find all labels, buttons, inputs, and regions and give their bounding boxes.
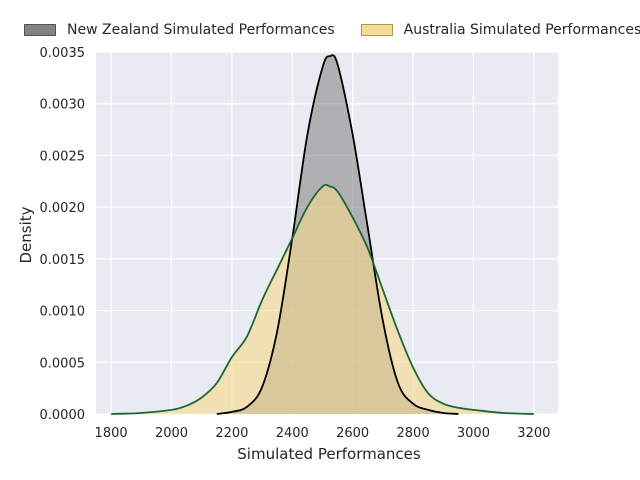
y-tick-label: 0.0000	[40, 408, 86, 423]
x-tick-label: 3000	[457, 426, 490, 441]
x-tick-label: 2400	[276, 426, 309, 441]
y-tick-label: 0.0005	[40, 356, 86, 371]
x-tick-label: 2000	[155, 426, 188, 441]
density-line-new-zealand	[216, 54, 459, 415]
density-line-australia	[111, 183, 534, 415]
x-tick-label: 3200	[517, 426, 550, 441]
legend-item-new-zealand: New Zealand Simulated Performances	[24, 22, 335, 38]
x-tick-label: 2200	[215, 426, 248, 441]
y-tick-label: 0.0025	[40, 149, 86, 164]
y-tick-label: 0.0010	[40, 305, 86, 320]
legend-swatch-new-zealand	[24, 24, 56, 36]
x-tick-labels: 1800 2000 2200 2400 2600 2800 3000 3200	[95, 426, 551, 441]
density-areas	[111, 54, 534, 415]
y-tick-label: 0.0030	[40, 98, 86, 113]
y-tick-label: 0.0015	[40, 253, 86, 268]
x-tick-label: 2800	[397, 426, 430, 441]
y-tick-label: 0.0035	[40, 46, 86, 61]
x-tick-label: 1800	[95, 426, 128, 441]
legend: New Zealand Simulated Performances Austr…	[24, 20, 640, 40]
legend-item-australia: Australia Simulated Performances	[360, 22, 640, 38]
density-fill-australia	[111, 184, 534, 414]
y-tick-labels: 0.0000 0.0005 0.0010 0.0015 0.0020 0.0025 0.00…	[40, 46, 86, 423]
legend-label-australia: Australia Simulated Performances	[403, 22, 640, 38]
y-axis-label: Density	[17, 206, 35, 263]
legend-label-new-zealand: New Zealand Simulated Performances	[67, 22, 335, 38]
y-tick-label: 0.0020	[40, 201, 86, 216]
x-axis-label: Simulated Performances	[237, 445, 421, 463]
legend-swatch-australia	[360, 24, 393, 36]
x-tick-label: 2600	[336, 426, 369, 441]
